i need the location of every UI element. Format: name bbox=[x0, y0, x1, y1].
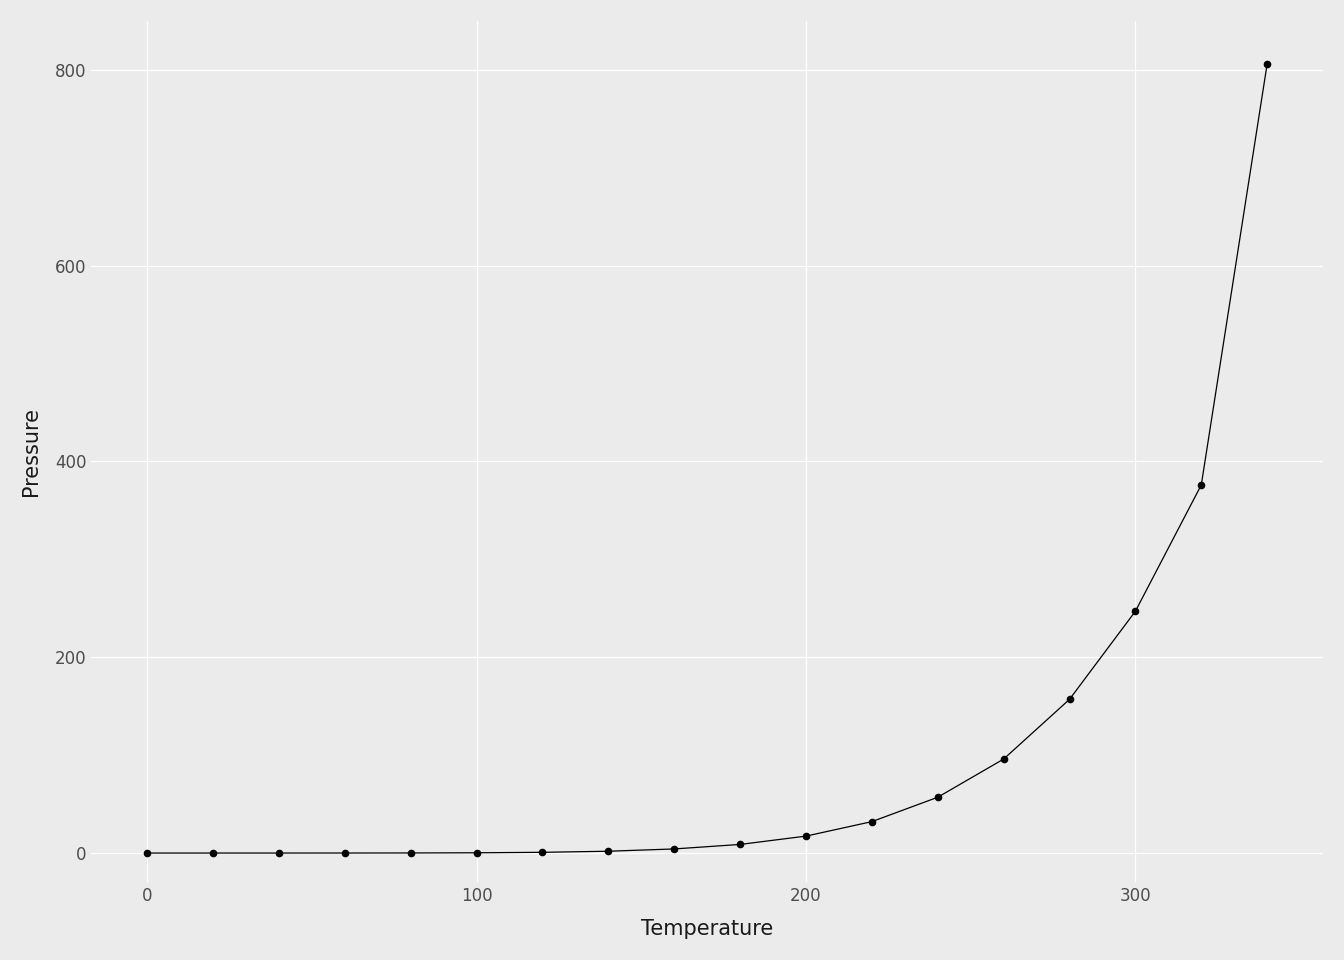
Y-axis label: Pressure: Pressure bbox=[22, 407, 40, 496]
X-axis label: Temperature: Temperature bbox=[641, 919, 773, 939]
